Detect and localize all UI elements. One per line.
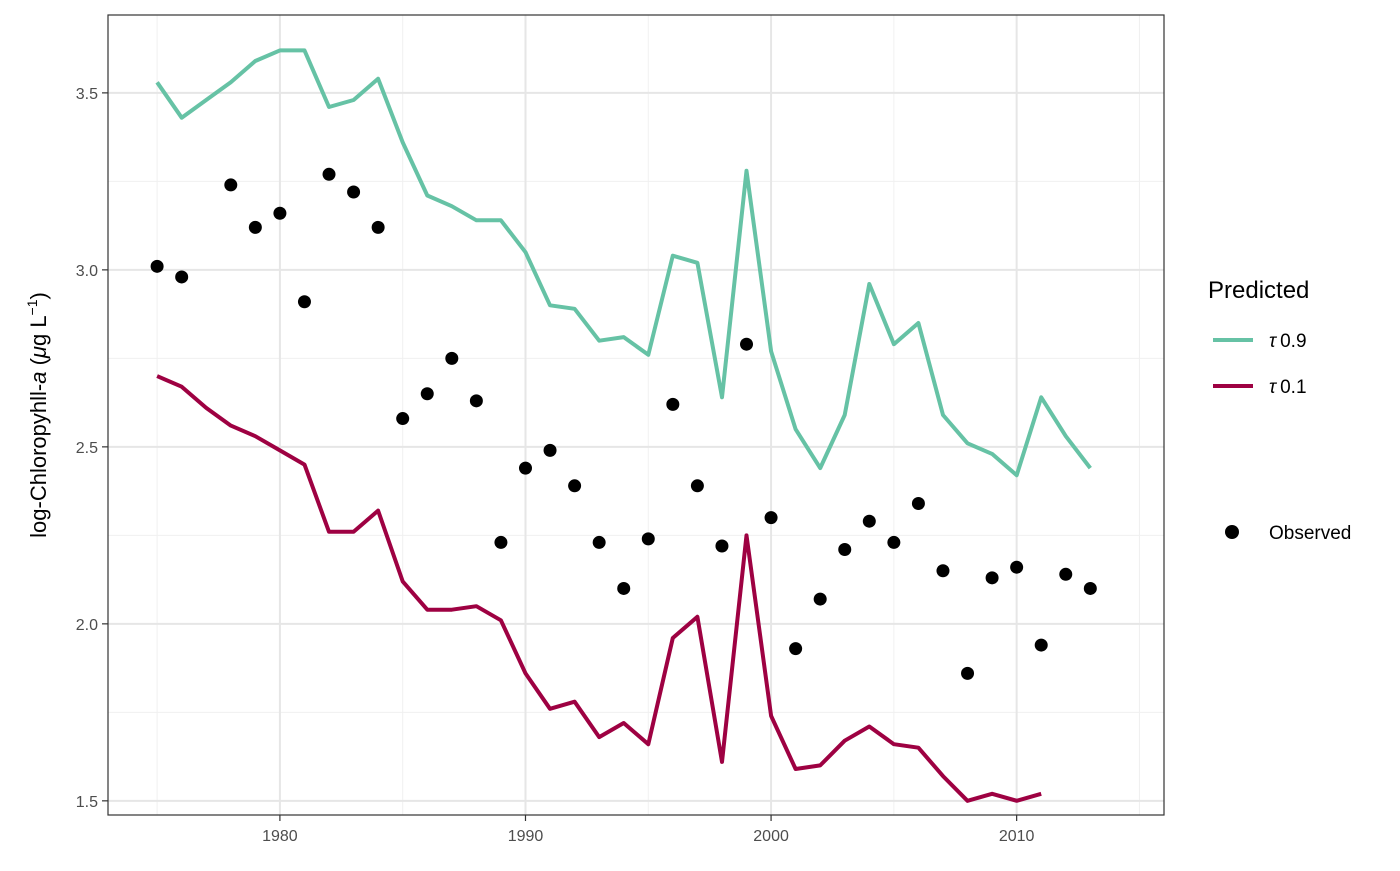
y-axis-title-open: ( [26, 357, 51, 371]
observed-point [420, 387, 434, 401]
observed-point [297, 295, 311, 309]
y-axis-title-prefix: log-Chloropyhll- [26, 384, 51, 538]
observed-point [150, 259, 164, 273]
observed-point [887, 535, 901, 549]
legend-tau-symbol: τ [1269, 331, 1278, 352]
axis-ticks: 1980 1990 2000 2010 1.5 2.0 2.5 3.0 3.5 [76, 86, 1035, 845]
y-axis-title-mu: μ [26, 346, 51, 359]
legend-label-observed: Observed [1269, 523, 1351, 544]
observed-point [838, 543, 852, 557]
y-tick-label: 2.5 [76, 440, 98, 457]
legend-key-observed [1225, 525, 1239, 539]
observed-point [1010, 560, 1024, 574]
observed-point [396, 412, 410, 426]
legend-label-tau-0.9: τ 0.9 [1269, 331, 1307, 352]
observed-point [764, 511, 778, 525]
y-tick-label: 3.0 [76, 263, 98, 280]
y-axis-title-close: ) [26, 292, 51, 299]
observed-point [469, 394, 483, 408]
observed-point [1083, 581, 1097, 595]
observed-point [273, 206, 287, 220]
observed-point [592, 535, 606, 549]
observed-point [224, 178, 238, 192]
observed-point [518, 461, 532, 475]
x-tick-label: 2010 [999, 828, 1035, 845]
observed-point [740, 337, 754, 351]
legend-tau-value: 0.9 [1280, 331, 1306, 352]
grid-major [108, 15, 1164, 815]
y-tick-label: 3.5 [76, 86, 98, 103]
observed-point [641, 532, 655, 546]
series-line-tau-0.1 [156, 374, 1042, 803]
grid-minor [108, 15, 1164, 815]
observed-point [961, 666, 975, 680]
observed-point [175, 270, 189, 284]
legend-tau-value: 0.1 [1280, 377, 1306, 398]
observed-point [543, 443, 557, 457]
panel-border [107, 14, 1165, 816]
y-axis-title-italic: a [26, 372, 51, 384]
observed-point [371, 220, 385, 234]
observed-point [617, 581, 631, 595]
observed-point [1034, 638, 1048, 652]
observed-point [666, 397, 680, 411]
observed-point [936, 564, 950, 578]
observed-point [1059, 567, 1073, 581]
observed-point [568, 479, 582, 493]
observed-point [813, 592, 827, 606]
y-axis-title-unit: g L [26, 315, 51, 346]
observed-point [862, 514, 876, 528]
y-axis-title-exponent: −1 [24, 299, 40, 315]
x-tick-label: 1990 [508, 828, 544, 845]
x-tick-label: 2000 [753, 828, 789, 845]
legend-tau-symbol: τ [1269, 377, 1278, 398]
observed-point [715, 539, 729, 553]
observed-point [789, 642, 803, 656]
y-tick-label: 2.0 [76, 617, 98, 634]
observed-point [322, 167, 336, 181]
series-line-tau-0.9 [155, 48, 1092, 478]
legend-label-tau-0.1: τ 0.1 [1269, 377, 1307, 398]
observed-point [690, 479, 704, 493]
y-tick-label: 1.5 [76, 794, 98, 811]
observed-point [911, 496, 925, 510]
y-axis-title: log-Chloropyhll-a (μg L−1) [24, 292, 51, 538]
observed-point [445, 351, 459, 365]
observed-point [494, 535, 508, 549]
x-tick-label: 1980 [262, 828, 298, 845]
legend-title: Predicted [1208, 277, 1309, 304]
observed-point [347, 185, 361, 199]
series-layer [150, 48, 1097, 803]
observed-point [985, 571, 999, 585]
observed-point [248, 220, 262, 234]
legend: Predicted τ 0.9 τ 0.1 Observed [1208, 277, 1351, 544]
